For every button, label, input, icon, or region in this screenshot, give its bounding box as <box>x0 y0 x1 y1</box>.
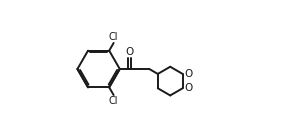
Text: O: O <box>126 47 134 57</box>
Text: O: O <box>184 83 192 93</box>
Text: O: O <box>184 69 192 79</box>
Text: Cl: Cl <box>109 32 118 42</box>
Text: Cl: Cl <box>109 96 118 106</box>
